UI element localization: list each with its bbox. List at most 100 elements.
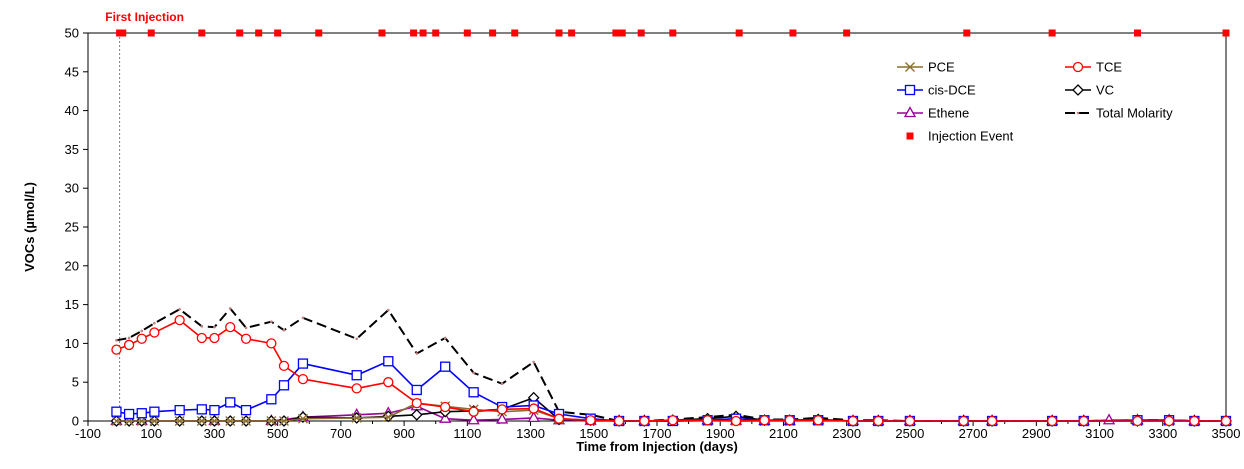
data-point-cis-dce [196,404,207,415]
x-stroke [209,416,220,426]
x-tick-label: 2900 [1022,426,1051,441]
data-point-injection-event [789,29,797,37]
data-point-cis-dce [383,356,394,367]
legend-label: Total Molarity [1096,106,1173,121]
data-point-ethene [527,411,540,423]
legend-marker [904,84,916,96]
series-layer [110,29,1233,427]
data-point-injection-event [637,29,645,37]
legend-item-total-molarity: Total Molarity [1065,106,1173,121]
x-stroke [225,416,236,426]
data-point-cis-dce [411,384,422,396]
data-point-tce [297,373,309,385]
data-point-injection-event [1222,29,1230,37]
x-tick-label: -100 [75,426,101,441]
legend-item-injection-event: Injection Event [906,129,1014,144]
series-injection-event [116,29,1230,37]
x-tick-label: 1700 [643,426,672,441]
series-tce [111,314,1232,427]
data-point-cis-dce [266,394,277,405]
data-point-vc [410,408,423,421]
data-point-tce [209,332,220,344]
x-tick-label: 1900 [706,426,735,441]
x-stroke [111,416,122,426]
data-point-cis-dce [297,358,309,369]
data-point-injection-event [735,29,743,37]
data-point-tce [1046,415,1058,427]
x-stroke [266,416,277,426]
legend-label: VC [1096,83,1114,98]
x-stroke [351,412,362,423]
x-stroke [279,416,289,426]
data-point-injection-event [618,29,626,37]
y-tick-label: 15 [65,297,79,312]
data-point-cis-dce [111,406,122,417]
data-point-cis-dce [468,387,479,398]
data-point-injection-event [843,29,851,37]
data-point-injection-event [511,29,519,37]
x-tick-label: 1300 [516,426,545,441]
x-tick-label: 3300 [1148,426,1177,441]
data-point-injection-event [463,29,471,37]
x-stroke [905,62,915,72]
data-point-tce [986,415,998,427]
data-point-tce [759,415,770,426]
data-point-tce [225,321,236,333]
data-point-injection-event [119,29,127,37]
data-point-injection-event [419,29,427,37]
data-point-cis-dce [351,370,362,381]
data-point-tce [149,327,160,338]
data-point-total-molarity [200,325,204,328]
data-point-tce [958,415,969,427]
data-point-injection-event [669,29,677,37]
y-tick-label: 25 [65,220,79,235]
data-point-tce [136,333,147,344]
data-point-injection-event [1048,29,1056,37]
data-point-tce [278,360,290,372]
data-point-cis-dce [149,406,160,417]
data-point-tce [240,333,252,344]
data-point-tce [813,415,824,426]
legend-item-pce: PCE [897,60,955,75]
y-tick-label: 0 [72,414,79,429]
y-tick-label: 40 [65,103,79,118]
x-tick-label: 900 [393,426,415,441]
data-point-tce [904,415,916,427]
data-point-injection-event [568,29,576,37]
data-point-total-molarity [500,382,504,386]
data-point-total-molarity [213,325,216,329]
data-point-ethene [467,413,480,425]
legend-item-cis-dce: cis-DCE [897,83,976,98]
x-tick-label: 1100 [453,426,481,441]
data-point-total-molarity [355,337,358,341]
data-point-pce [111,416,122,426]
legend-marker [906,132,914,140]
data-point-cis-dce [225,397,236,408]
data-point-total-molarity [153,321,156,325]
x-tick-label: 3500 [1212,426,1241,441]
data-point-total-molarity [532,360,536,364]
data-point-injection-event [274,29,282,37]
data-point-tce [196,332,207,344]
data-point-injection-event [410,29,418,37]
legend-label: TCE [1096,60,1122,75]
data-point-tce [411,398,422,409]
legend-marker [905,62,915,72]
legend-label: cis-DCE [928,83,976,98]
legend-label: Injection Event [928,129,1014,144]
x-tick-label: 1500 [579,426,608,441]
data-point-cis-dce [136,408,147,419]
data-point-pce [174,416,185,426]
x-tick-label: 3100 [1085,426,1114,441]
data-point-injection-event [1133,29,1141,37]
data-point-injection-event [489,29,497,37]
data-point-tce [1220,415,1232,427]
data-point-pce [241,416,252,426]
data-point-pce [383,412,394,423]
data-point-total-molarity [127,336,131,340]
data-point-tce [873,415,884,427]
data-point-cis-dce [278,380,290,391]
legend-marker [1076,111,1080,115]
